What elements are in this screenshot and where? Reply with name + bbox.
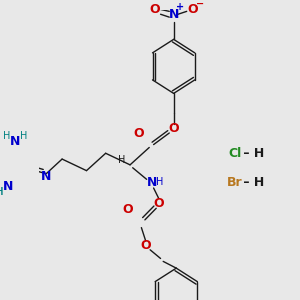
Text: N: N: [169, 8, 179, 21]
Text: −: −: [196, 0, 204, 9]
Text: Br: Br: [227, 176, 242, 189]
Text: N: N: [3, 180, 13, 193]
Text: O: O: [154, 197, 164, 210]
Text: N: N: [147, 176, 157, 189]
Text: H: H: [3, 131, 10, 141]
Text: Cl: Cl: [228, 147, 241, 160]
Text: H: H: [156, 177, 164, 187]
Text: O: O: [122, 203, 133, 216]
Text: +: +: [176, 2, 184, 13]
Text: H: H: [20, 131, 27, 141]
Text: O: O: [168, 122, 179, 135]
Text: N: N: [41, 170, 52, 183]
Text: N: N: [10, 135, 20, 148]
Text: H: H: [118, 155, 125, 165]
Text: O: O: [140, 239, 151, 252]
Text: O: O: [134, 128, 144, 140]
Text: – H: – H: [239, 176, 265, 189]
Text: O: O: [188, 3, 198, 16]
Text: O: O: [149, 3, 160, 16]
Text: H: H: [0, 187, 3, 197]
Text: – H: – H: [239, 147, 265, 160]
Text: H: H: [0, 187, 3, 197]
